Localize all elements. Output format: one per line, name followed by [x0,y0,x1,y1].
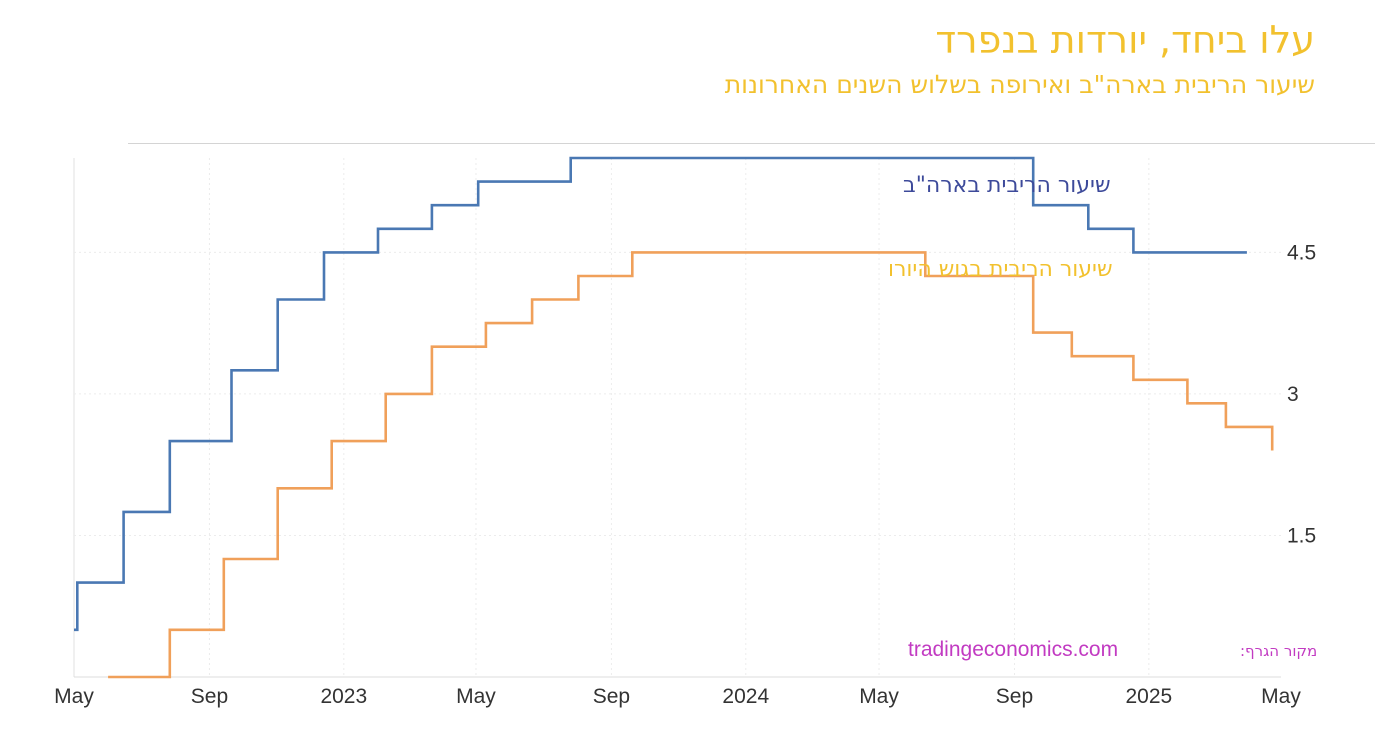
y-tick-label: 3 [1287,383,1299,406]
x-tick-label: 2023 [320,685,367,708]
x-tick-label: Sep [593,685,630,708]
header-divider [128,143,1375,144]
x-tick-label: May [54,685,94,708]
x-tick-label: 2025 [1125,685,1172,708]
x-gridlines [208,158,1150,677]
chart-subtitle: שיעור הריבית בארה"ב ואירופה בשלוש השנים … [724,70,1315,99]
source-prefix: מקור הגרף: [1240,642,1317,660]
chart-title: עלו ביחד, יורדות בנפרד [935,18,1315,62]
us-rate-line [74,156,1247,632]
x-tick-label: Sep [191,685,228,708]
y-gridlines [74,251,1281,536]
y-tick-label: 1.5 [1287,524,1316,547]
euro-rate-line [108,251,1274,679]
series-label-euro-rate: שיעור הריבית בגוש היורו [888,257,1113,282]
series-label-us-rate: שיעור הריבית בארה"ב [903,173,1111,198]
x-tick-label: 2024 [722,685,769,708]
source-link[interactable]: tradingeconomics.com [908,638,1118,661]
x-tick-label: May [859,685,899,708]
plot-area [73,158,1281,678]
y-tick-label: 4.5 [1287,241,1316,264]
series-lines [74,156,1274,679]
y-axis-ticks: 1.5 3 4.5 [1287,241,1316,547]
x-tick-label: Sep [996,685,1033,708]
x-axis-ticks: May Sep 2023 May Sep 2024 May Sep 2025 May [54,685,1301,708]
x-tick-label: May [1261,685,1301,708]
x-tick-label: May [456,685,496,708]
